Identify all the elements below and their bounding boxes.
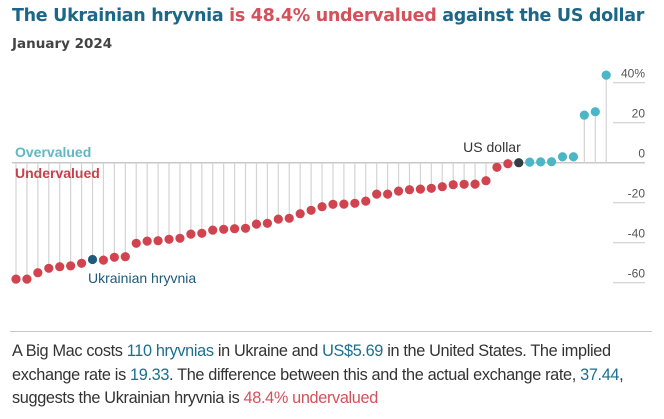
data-point: [383, 189, 393, 199]
data-point: [22, 274, 32, 284]
data-point: [448, 180, 458, 190]
y-tick-label: -20: [628, 187, 646, 201]
title-part: The Ukrainian hryvnia: [12, 6, 230, 26]
us-dollar-label: US dollar: [463, 139, 521, 155]
data-point: [372, 189, 382, 199]
data-point: [109, 252, 119, 262]
overvalued-label: Overvalued: [15, 144, 91, 160]
data-point: [437, 182, 447, 192]
data-point: [503, 159, 513, 169]
y-tick-label: 40%: [621, 67, 645, 81]
para-part: 19.33: [130, 365, 170, 384]
data-point: [306, 205, 316, 215]
data-point: [76, 258, 87, 268]
data-point: [339, 199, 349, 209]
data-point: [284, 213, 294, 223]
data-point: [131, 238, 141, 248]
data-point: [426, 183, 436, 193]
data-point: [557, 152, 568, 162]
chart-subtitle: January 2024: [12, 36, 113, 52]
title-part: against the US dollar: [436, 6, 645, 26]
data-point: [590, 107, 600, 117]
data-point: [251, 219, 262, 229]
undervalued-label: Undervalued: [15, 165, 100, 181]
data-point: [153, 236, 163, 246]
description-paragraph: A Big Mac costs 110 hryvnias in Ukraine …: [12, 340, 657, 411]
data-point: [415, 184, 426, 194]
y-tick-label: 0: [638, 147, 645, 161]
data-point: [579, 110, 589, 120]
title-part: is 48.4% undervalued: [229, 6, 437, 26]
data-point: [273, 214, 283, 224]
data-point: [514, 158, 524, 168]
data-point: [230, 224, 240, 234]
data-point: [240, 223, 251, 233]
para-part: in Ukraine and: [213, 342, 323, 360]
data-point: [492, 162, 502, 172]
data-point: [525, 157, 535, 167]
data-point: [11, 274, 21, 284]
data-point: [33, 268, 43, 278]
data-point: [350, 198, 360, 208]
para-part: 110 hryvnias: [126, 342, 214, 360]
data-point: [55, 262, 65, 272]
y-tick-label: 20: [632, 107, 646, 121]
data-point: [470, 179, 480, 189]
data-point: [481, 176, 491, 186]
data-point: [568, 152, 579, 162]
data-point: [404, 185, 415, 195]
data-point: [142, 236, 152, 246]
data-point: [317, 202, 327, 212]
data-point: [208, 225, 218, 235]
data-point: [164, 234, 174, 244]
data-point: [98, 255, 109, 265]
data-point: [219, 224, 229, 234]
lollipop-chart: 40% 20 0 -20 -40 -60 Overvalued Undervalued Ukra…: [11, 67, 646, 286]
data-point: [328, 199, 338, 209]
data-point: [175, 233, 185, 243]
data-point: [87, 254, 98, 265]
para-part: . The difference between this and the ac…: [169, 365, 581, 384]
data-point: [262, 218, 272, 228]
chart-title: The Ukrainian hryvnia is 48.4% undervalu…: [12, 6, 644, 26]
para-part: A Big Mac costs: [12, 342, 127, 360]
para-part: , suggests the Ukrainian hryvnia is: [12, 365, 624, 408]
y-tick-label: -40: [628, 227, 646, 241]
para-part: 48.4% undervalued: [243, 389, 379, 407]
data-point: [66, 261, 76, 271]
data-point: [197, 228, 207, 238]
ukrainian-hryvnia-label: Ukrainian hryvnia: [88, 270, 196, 286]
para-part: US$5.69: [322, 342, 384, 360]
data-point: [536, 157, 546, 167]
y-tick-label: -60: [628, 267, 646, 281]
para-part: in the United States. The implied exchan…: [12, 342, 611, 384]
divider: [10, 331, 652, 332]
data-point: [44, 263, 54, 273]
data-point: [546, 157, 557, 167]
data-point: [361, 196, 371, 206]
data-point: [459, 179, 469, 189]
data-point: [186, 229, 196, 239]
data-point: [601, 70, 611, 80]
data-point: [120, 252, 130, 262]
data-point: [393, 186, 404, 196]
para-part: 37.44: [580, 365, 620, 384]
data-point: [295, 209, 305, 219]
